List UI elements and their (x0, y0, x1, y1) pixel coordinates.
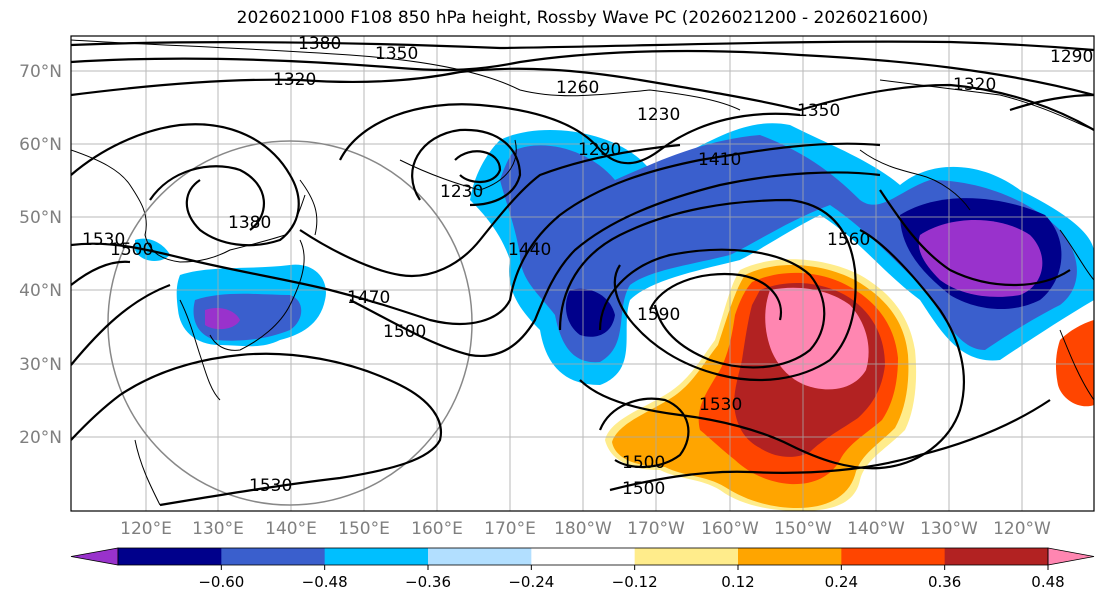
contour-label: 1230 (440, 182, 483, 202)
contour-label: 1230 (637, 105, 680, 125)
colorbar-tick-label: −0.36 (405, 573, 451, 591)
contour-label: 1380 (298, 34, 341, 54)
contour-label: 1410 (698, 150, 741, 170)
lat-label: 60°N (19, 135, 62, 155)
colorbar-swatch (324, 548, 429, 565)
colorbar-tick-label: 0.12 (721, 573, 754, 591)
contour-label: 1290 (578, 140, 621, 160)
contour-label: 1260 (556, 78, 599, 98)
height-contours (71, 40, 1094, 507)
contour-label: 1350 (375, 44, 418, 64)
contour-label: 1500 (383, 322, 426, 342)
lon-label: 150°W (774, 519, 832, 539)
contour-label: 1320 (273, 70, 316, 90)
positive-anomaly-shading (605, 259, 1094, 511)
contour-label: 1530 (249, 476, 292, 496)
colorbar-swatch (118, 548, 222, 565)
colorbar-extend-high (1047, 547, 1095, 566)
lon-label: 130°E (192, 519, 244, 539)
lat-label: 30°N (19, 355, 62, 375)
contour-label: 1470 (347, 288, 390, 308)
contour-label: 1290 (1050, 47, 1093, 67)
colorbar-frame (117, 547, 1049, 566)
contour-label: 1560 (827, 230, 870, 250)
lon-label: 180°W (554, 519, 612, 539)
contour-label: 1500 (110, 240, 153, 260)
colorbar-tick-label: 0.48 (1031, 573, 1064, 591)
lon-label: 140°W (847, 519, 905, 539)
colorbar-tick-label: −0.48 (302, 573, 348, 591)
contour-label: 1500 (622, 453, 665, 473)
contour-labels: 1380 1350 1320 1260 1230 1290 1350 1320 … (82, 34, 1093, 499)
map-title: 2026021000 F108 850 hPa height, Rossby W… (236, 8, 929, 28)
colorbar-swatch (221, 548, 326, 565)
colorbar-tick-label: 0.36 (928, 573, 961, 591)
lat-label: 70°N (19, 62, 62, 82)
lat-label: 20°N (19, 428, 62, 448)
contour-label: 1440 (508, 240, 551, 260)
lon-label: 120°W (993, 519, 1051, 539)
map-frame (70, 35, 1095, 512)
map-area: 1380 1350 1320 1260 1230 1290 1350 1320 … (71, 34, 1094, 511)
colorbar-tick-label: −0.24 (508, 573, 554, 591)
lon-label: 160°E (411, 519, 463, 539)
colorbar-swatch (428, 548, 532, 565)
contour-label: 1350 (797, 101, 840, 121)
lat-label: 40°N (19, 281, 62, 301)
negative-anomaly-shading (135, 123, 1094, 385)
contour-label: 1530 (82, 230, 125, 250)
lon-label: 170°W (627, 519, 685, 539)
colorbar-swatches (70, 547, 1095, 566)
lon-label: 140°E (265, 519, 317, 539)
colorbar: −0.60 −0.48 −0.36 −0.24 −0.12 0.12 0.24 0.36 0.4… (70, 547, 1095, 591)
colorbar-swatch (531, 548, 636, 565)
colorbar-swatch (841, 548, 946, 565)
colorbar-tick-label: −0.12 (612, 573, 658, 591)
colorbar-tick-label: −0.60 (198, 573, 244, 591)
contour-label: 1320 (953, 75, 996, 95)
lon-label: 170°E (484, 519, 536, 539)
colorbar-ticks: −0.60 −0.48 −0.36 −0.24 −0.12 0.12 0.24 0.36 0.4… (198, 565, 1065, 591)
latitude-labels: 70°N 60°N 50°N 40°N 30°N 20°N (19, 62, 62, 448)
colorbar-extend-low (70, 547, 119, 566)
lon-label: 160°W (701, 519, 759, 539)
longitude-labels: 120°E 130°E 140°E 150°E 160°E 170°E 180°… (120, 519, 1051, 539)
lon-label: 150°E (338, 519, 390, 539)
contour-label: 1590 (637, 305, 680, 325)
coastlines (71, 39, 1094, 506)
colorbar-swatch (738, 548, 842, 565)
graticule (71, 36, 1094, 511)
colorbar-swatch (634, 548, 739, 565)
lon-label: 130°W (920, 519, 978, 539)
lat-label: 50°N (19, 208, 62, 228)
contour-label: 1380 (228, 213, 271, 233)
colorbar-tick-label: 0.24 (825, 573, 858, 591)
contour-label: 1500 (622, 479, 665, 499)
lon-label: 120°E (120, 519, 172, 539)
colorbar-swatch (944, 548, 1049, 565)
contour-label: 1530 (699, 395, 742, 415)
